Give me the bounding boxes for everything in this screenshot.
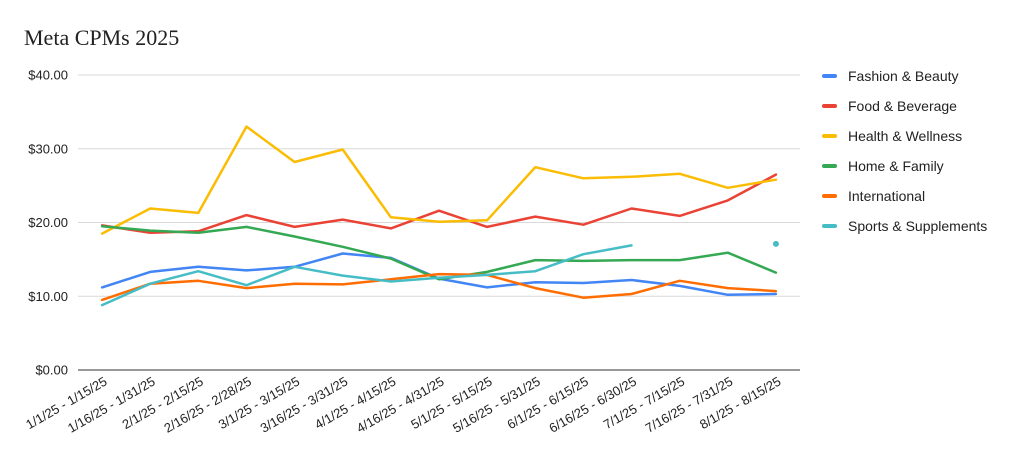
series-line bbox=[100, 244, 633, 307]
legend-item: Food & Beverage bbox=[822, 98, 957, 114]
legend-label: Food & Beverage bbox=[848, 98, 957, 114]
chart-title: Meta CPMs 2025 bbox=[24, 25, 179, 50]
legend-item: Fashion & Beauty bbox=[822, 68, 959, 84]
y-axis-ticks: $0.00 $10.00 $20.00 $30.00 $40.00 bbox=[28, 68, 68, 378]
legend-item: International bbox=[822, 188, 925, 204]
legend-label: Fashion & Beauty bbox=[848, 68, 959, 84]
legend-label: Health & Wellness bbox=[848, 128, 962, 144]
y-tick-label: $20.00 bbox=[28, 215, 68, 230]
series-health-wellness bbox=[100, 125, 778, 235]
y-tick-label: $40.00 bbox=[28, 68, 68, 83]
legend-swatch bbox=[822, 134, 837, 138]
series-international bbox=[100, 272, 778, 302]
series-line bbox=[100, 125, 778, 235]
legend-label: International bbox=[848, 188, 925, 204]
series-line bbox=[100, 173, 778, 235]
legend-swatch bbox=[822, 224, 837, 228]
legend-item: Home & Family bbox=[822, 158, 944, 174]
y-tick-label: $10.00 bbox=[28, 289, 68, 304]
legend-item: Health & Wellness bbox=[822, 128, 962, 144]
series-food-beverage bbox=[100, 173, 778, 235]
legend-swatch bbox=[822, 104, 837, 108]
legend-label: Home & Family bbox=[848, 158, 944, 174]
x-tick-label: 8/1/25 - 8/15/25 bbox=[697, 374, 783, 433]
y-tick-label: $30.00 bbox=[28, 141, 68, 156]
legend-swatch bbox=[822, 74, 837, 78]
x-axis-ticks: 1/1/25 - 1/15/251/16/25 - 1/31/252/1/25 … bbox=[23, 374, 783, 436]
data-point bbox=[772, 240, 779, 247]
series-lines bbox=[100, 125, 779, 307]
y-tick-label: $0.00 bbox=[35, 363, 68, 378]
legend-swatch bbox=[822, 194, 837, 198]
series-home-family bbox=[100, 224, 778, 281]
series-line bbox=[100, 272, 778, 302]
legend: Fashion & Beauty Food & Beverage Health & … bbox=[822, 68, 987, 234]
legend-label: Sports & Supplements bbox=[848, 218, 987, 234]
legend-swatch bbox=[822, 164, 837, 168]
legend-item: Sports & Supplements bbox=[822, 218, 987, 234]
series-line bbox=[100, 224, 778, 281]
series-sports-supplements bbox=[100, 240, 779, 307]
